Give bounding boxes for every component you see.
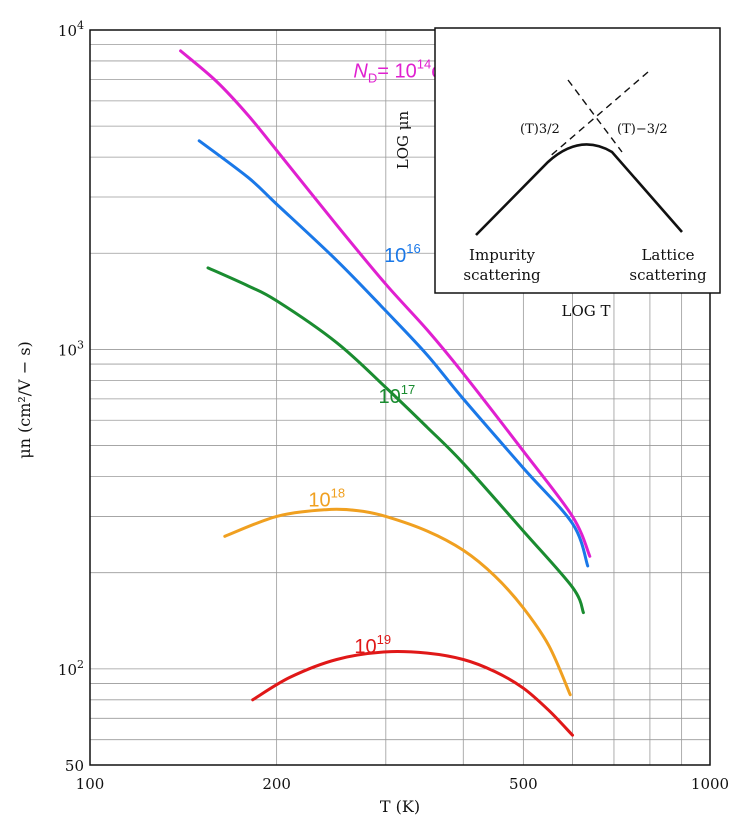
x-tick-1000: 1000 [691, 775, 729, 793]
inset-frame [434, 27, 721, 294]
inset-x-label: LOG T [561, 302, 610, 320]
plot-frame [89, 29, 711, 766]
inset-right-regime-2: scattering [629, 266, 707, 284]
inset-left-regime-1: Impurity [469, 246, 535, 264]
y-tick-100: 102 [58, 658, 84, 679]
series-line-1016 [197, 139, 590, 568]
inset-left-regime-2: scattering [463, 266, 541, 284]
x-axis-label: T (K) [380, 797, 420, 816]
inset-right-regime-1: Lattice [641, 246, 694, 264]
series-line-1018 [223, 507, 572, 697]
inset-asymptote-right [547, 71, 649, 159]
y-tick-1000: 103 [58, 338, 84, 359]
series-label-1019: 1019 [354, 632, 391, 658]
tick-labels: 100 200 500 1000 104 103 102 50 [58, 19, 729, 793]
inset-y-label: LOG μn [394, 110, 412, 169]
y-tick-50: 50 [65, 757, 84, 775]
series-line-1019 [251, 649, 574, 737]
series-line-1017 [206, 266, 585, 615]
inset-left-slope-label: (T)3/2 [520, 122, 560, 137]
inset-asymptote-left [567, 79, 623, 153]
series-label-1016: 1016 [384, 241, 421, 267]
inset-curve [475, 143, 683, 236]
series-label-1017: 1017 [379, 382, 416, 408]
series-lines [179, 49, 592, 737]
x-tick-200: 200 [262, 775, 291, 793]
series-label-1018: 1018 [308, 486, 345, 512]
x-tick-100: 100 [76, 775, 105, 793]
inset-schematic: LOG μn LOG T (T)3/2 (T)−3/2 Impurity sca… [394, 27, 721, 320]
inset-right-slope-label: (T)−3/2 [617, 122, 668, 137]
x-tick-500: 500 [509, 775, 538, 793]
y-axis-label: μn (cm²/V − s) [15, 341, 34, 459]
y-tick-10000: 104 [58, 19, 84, 40]
series-line-1014 [179, 49, 592, 558]
